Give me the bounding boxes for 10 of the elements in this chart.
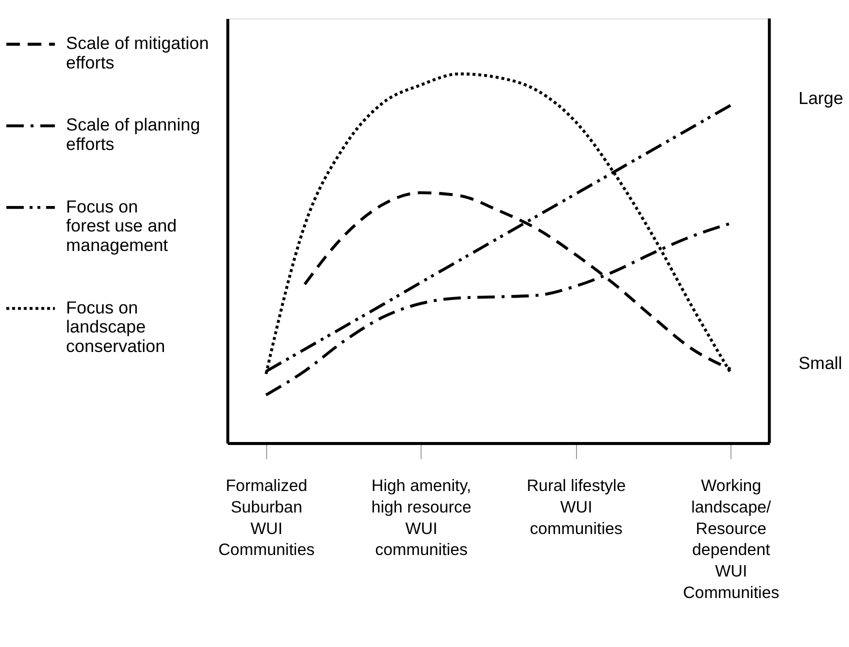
- text: Small: [798, 353, 842, 374]
- legend-label: Scale of mitigation efforts: [66, 33, 209, 73]
- text: Large: [798, 88, 844, 108]
- x-tick-label: Working landscape/ Resource dependent WUI Communities: [682, 477, 780, 602]
- legend-label: Scale of planning efforts: [66, 114, 200, 154]
- x-tick-label: High amenity, high resource WUI communities: [371, 477, 472, 560]
- x-tick-label: Formalized Suburban WUI Communities: [218, 477, 315, 560]
- x-tick-label: Rural lifestyle WUI communities: [526, 477, 626, 538]
- legend-label: Focus on forest use and management: [66, 196, 177, 256]
- legend-label: Focus on landscape conservation: [66, 297, 166, 356]
